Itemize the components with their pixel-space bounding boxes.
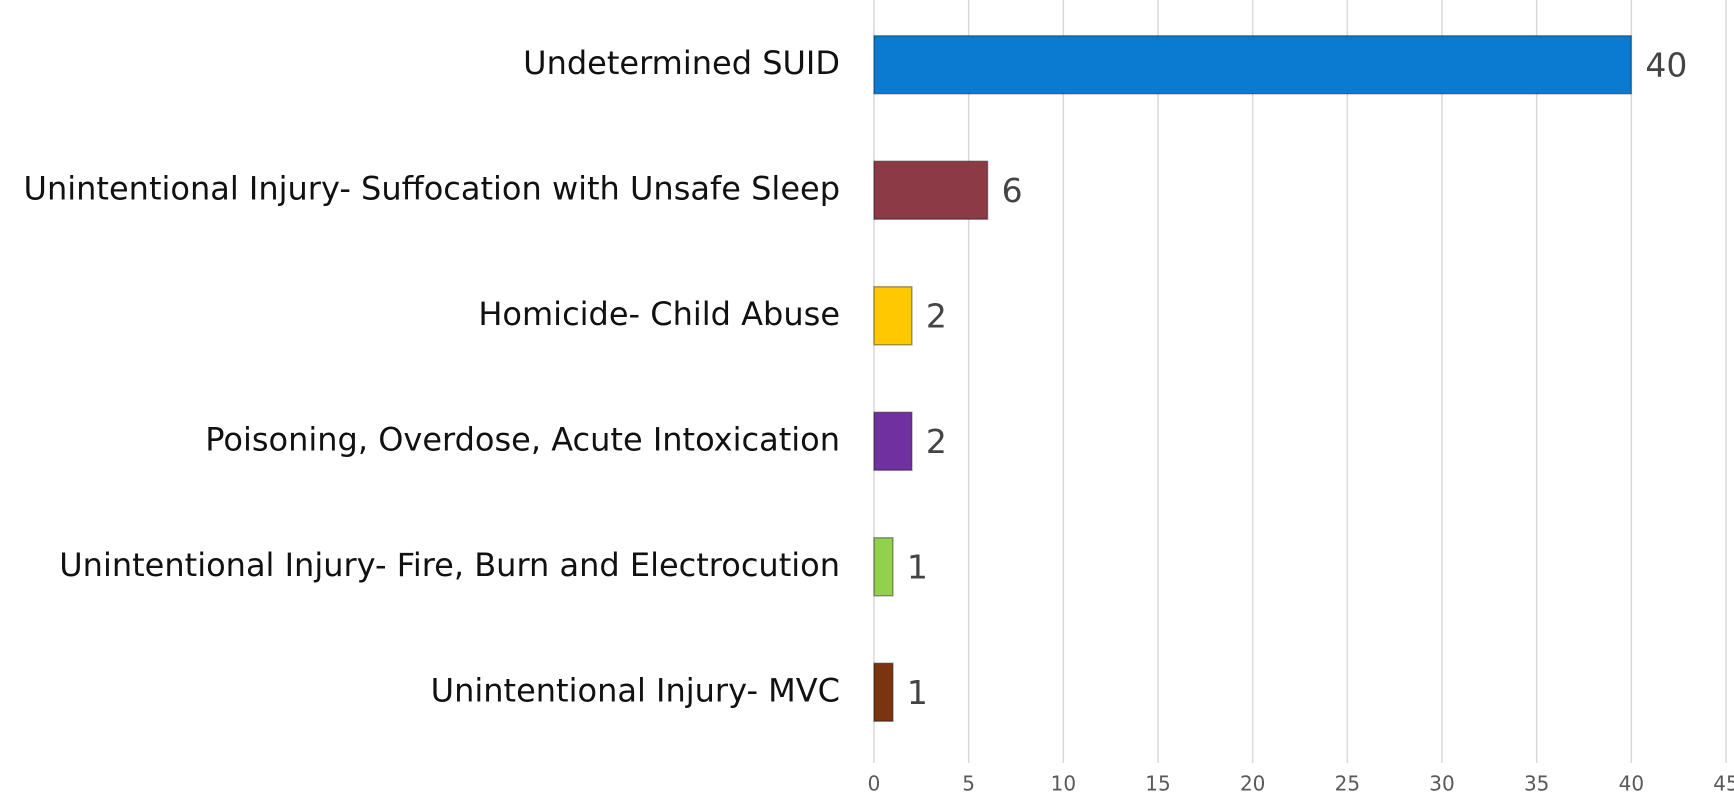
category-label: Undetermined SUID xyxy=(523,44,840,82)
category-label: Homicide- Child Abuse xyxy=(478,295,840,333)
x-tick-label: 35 xyxy=(1524,772,1549,795)
category-label: Unintentional Injury- MVC xyxy=(431,671,840,709)
bar xyxy=(873,411,913,471)
value-label: 2 xyxy=(926,296,947,335)
bar xyxy=(873,160,989,220)
bar xyxy=(873,662,894,722)
x-tick-label: 5 xyxy=(962,772,975,795)
x-tick-label: 25 xyxy=(1335,772,1360,795)
x-tick-label: 30 xyxy=(1429,772,1454,795)
category-label: Unintentional Injury- Suffocation with U… xyxy=(24,169,840,207)
value-label: 6 xyxy=(1002,171,1023,210)
bar xyxy=(873,537,894,597)
x-tick-label: 10 xyxy=(1051,772,1076,795)
value-label: 40 xyxy=(1645,45,1687,84)
x-tick-label: 20 xyxy=(1240,772,1265,795)
value-label: 2 xyxy=(926,422,947,461)
value-label: 1 xyxy=(907,673,928,712)
x-tick-label: 40 xyxy=(1619,772,1644,795)
bar xyxy=(873,35,1633,95)
x-tick-label: 45 xyxy=(1713,772,1734,795)
category-label: Unintentional Injury- Fire, Burn and Ele… xyxy=(59,546,840,584)
category-label: Poisoning, Overdose, Acute Intoxication xyxy=(205,420,840,458)
x-tick-label: 0 xyxy=(868,772,881,795)
value-label: 1 xyxy=(907,547,928,586)
x-tick-label: 15 xyxy=(1145,772,1170,795)
bar xyxy=(873,286,913,346)
